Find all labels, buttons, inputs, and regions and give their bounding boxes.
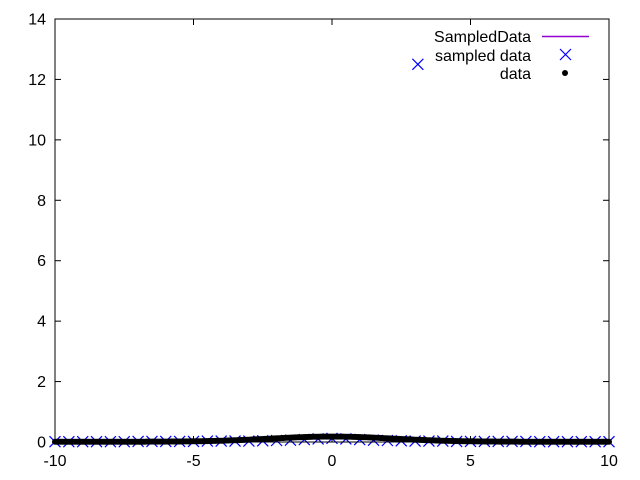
legend: SampledData sampled data data [434, 29, 589, 83]
y-tick-label: 4 [37, 314, 46, 331]
legend-marker-sampled-data [559, 48, 572, 61]
legend-label-data: data [500, 66, 531, 83]
y-tick-label: 8 [37, 193, 46, 210]
legend-label-sampleddata: SampledData [434, 29, 531, 46]
sampled-data-point [411, 58, 424, 71]
y-tick-label: 2 [37, 374, 46, 391]
legend-marker-data [562, 70, 568, 76]
x-tick-label: 10 [600, 453, 618, 470]
ticks-layer: -10 -5 0 5 10 0 2 4 6 8 10 12 14 [28, 12, 618, 471]
legend-label-sampled-data: sampled data [435, 48, 531, 65]
y-tick-label: 12 [28, 72, 46, 89]
series-layer [49, 58, 615, 448]
x-tick-label: 0 [328, 453, 337, 470]
y-tick-label: 0 [37, 435, 46, 452]
x-tick-label: -5 [186, 453, 200, 470]
x-tick-label: -10 [43, 453, 66, 470]
x-tick-label: 5 [466, 453, 475, 470]
y-tick-label: 14 [28, 12, 46, 29]
y-tick-label: 6 [37, 253, 46, 270]
y-tick-label: 10 [28, 132, 46, 149]
